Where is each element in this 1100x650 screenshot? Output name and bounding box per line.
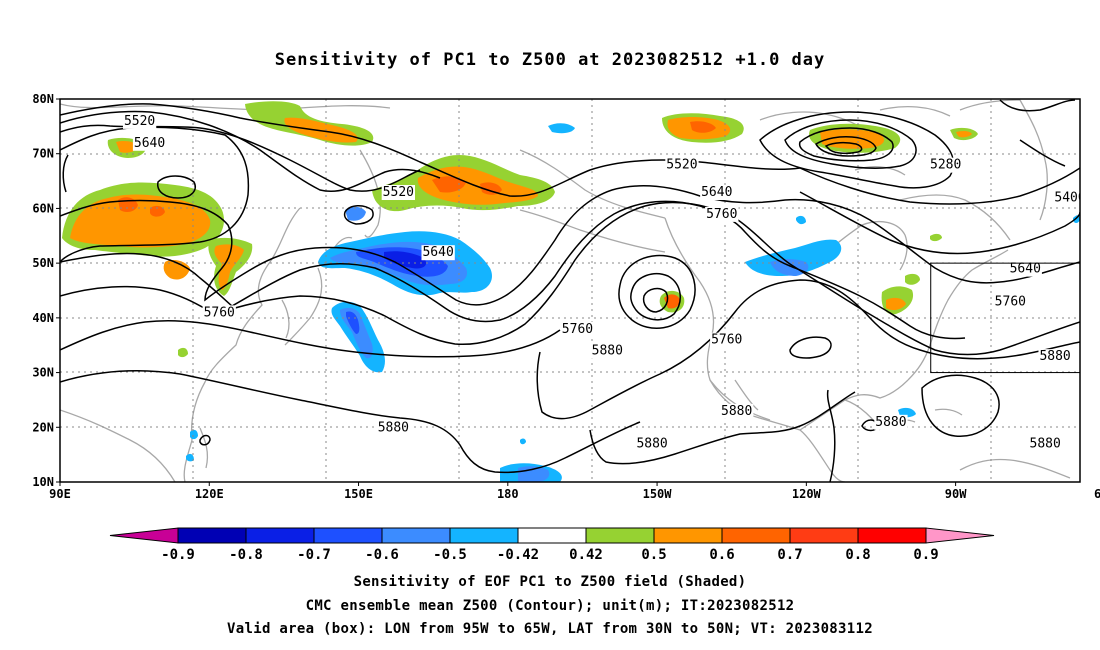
contour-label-background <box>705 206 739 222</box>
colorbar-segment <box>449 527 519 544</box>
colorbar-level-label: -0.9 <box>161 547 195 563</box>
contour-label-background <box>381 185 415 201</box>
colorbar-segment <box>789 527 859 544</box>
contour-label: 5640 <box>1010 262 1041 277</box>
contour-label: 5520 <box>124 114 155 129</box>
colorbar-level-label: 0.42 <box>569 547 603 563</box>
longitude-tick-labels: 90E 120E 150E 180 150W 120W 90W 60W <box>49 482 1100 501</box>
lon-tick-label: 120E <box>195 487 224 501</box>
colorbar-level-label: 0.7 <box>777 547 802 563</box>
contour-label: 5640 <box>422 245 453 260</box>
lon-tick-label: 120W <box>792 487 822 501</box>
lat-tick-label: 50N <box>32 256 54 270</box>
contour-label-background <box>1008 261 1042 277</box>
contour-label: 5760 <box>711 333 742 348</box>
contour-label: 5880 <box>636 437 667 452</box>
latitude-tick-labels: 80N 70N 60N 50N 40N 30N 20N 10N <box>32 92 60 489</box>
contour-label-background <box>635 436 669 452</box>
contour-label: 5760 <box>706 207 737 222</box>
contour-label-background <box>993 294 1027 310</box>
lon-tick-label: 180 <box>497 487 519 501</box>
contour-label-background <box>421 245 455 261</box>
contour-label: 5640 <box>701 185 732 200</box>
lon-tick-label: 90W <box>945 487 967 501</box>
figure-title: Sensitivity of PC1 to Z500 at 2023082512… <box>274 50 826 70</box>
colorbar-segment <box>857 527 927 544</box>
colorbar: -0.9 -0.8 -0.7 -0.6 -0.5 -0.42 0.42 0.5 0.6 0.7 0.… <box>109 527 995 563</box>
colorbar-segment <box>381 527 451 544</box>
colorbar-segment <box>245 527 315 544</box>
colorbar-level-label: -0.8 <box>229 547 263 563</box>
lon-tick-label: 150W <box>643 487 673 501</box>
contour-label: 5280 <box>930 158 961 173</box>
contour-label: 5880 <box>875 415 906 430</box>
colorbar-high-extension <box>925 527 995 544</box>
lat-tick-label: 30N <box>32 366 54 380</box>
contour-label: 5640 <box>134 136 165 151</box>
colorbar-level-label: 0.9 <box>913 547 938 563</box>
map-area <box>60 99 1080 482</box>
contour-label-background <box>122 113 157 129</box>
lat-tick-label: 20N <box>32 420 54 434</box>
map-frame <box>59 98 1081 483</box>
colorbar-level-label: 0.8 <box>845 547 870 563</box>
contour-label: 5760 <box>204 305 235 320</box>
contour-label-background <box>700 185 734 201</box>
lat-tick-label: 10N <box>32 475 54 489</box>
contour-label: 5880 <box>592 344 623 359</box>
contour-label: 5760 <box>995 294 1026 309</box>
colorbar-segment <box>585 527 655 544</box>
colorbar-segment <box>721 527 791 544</box>
contour-label: 5880 <box>1039 349 1070 364</box>
colorbar-segment <box>653 527 723 544</box>
contour-label-background <box>560 321 595 337</box>
colorbar-level-label: 0.5 <box>641 547 666 563</box>
colorbar-segment <box>313 527 383 544</box>
contour-label-background <box>929 157 963 173</box>
lon-tick-label: 150E <box>344 487 373 501</box>
colorbar-segment <box>517 527 587 544</box>
contour-label: 5520 <box>666 158 697 173</box>
lat-tick-label: 80N <box>32 92 54 106</box>
contour-label-background <box>874 414 908 430</box>
contour-label-background <box>590 343 624 359</box>
colorbar-level-label: -0.42 <box>497 547 539 563</box>
contour-label-background <box>1038 349 1072 365</box>
colorbar-segment <box>177 527 247 544</box>
contour-label: 5400 <box>1054 190 1085 205</box>
contour-label-background <box>710 332 744 348</box>
contour-label-background <box>1028 436 1062 452</box>
contour-label: 5880 <box>378 420 409 435</box>
contour-label-background <box>202 305 236 321</box>
contour-label-background <box>1053 190 1080 206</box>
lon-tick-label: 90E <box>49 487 71 501</box>
contour-label: 5760 <box>562 322 593 337</box>
contour-label: 5880 <box>1030 437 1061 452</box>
colorbar-level-label: -0.7 <box>297 547 331 563</box>
contour-label-background <box>720 403 754 419</box>
contour-label-background <box>132 135 167 151</box>
lat-tick-label: 60N <box>32 201 54 215</box>
colorbar-level-label: -0.6 <box>365 547 399 563</box>
contour-labels: 5520 5640 5520 5640 5760 5520 5640 5760 5760 5880… <box>122 113 1085 452</box>
caption-line-3: Valid area (box): LON from 95W to 65W, L… <box>227 621 873 637</box>
contour-label-background <box>376 420 411 436</box>
contour-label-background <box>665 157 699 173</box>
colorbar-level-label: 0.6 <box>709 547 734 563</box>
colorbar-low-extension <box>109 527 179 544</box>
contour-label: 5520 <box>383 185 414 200</box>
lat-tick-label: 40N <box>32 311 54 325</box>
contour-label: 5880 <box>721 404 752 419</box>
colorbar-level-label: -0.5 <box>433 547 467 563</box>
lon-tick-label: 60W <box>1094 487 1100 501</box>
lat-tick-label: 70N <box>32 147 54 161</box>
caption-line-1: Sensitivity of EOF PC1 to Z500 field (Sh… <box>353 574 747 590</box>
caption-line-2: CMC ensemble mean Z500 (Contour); unit(m… <box>305 598 795 614</box>
